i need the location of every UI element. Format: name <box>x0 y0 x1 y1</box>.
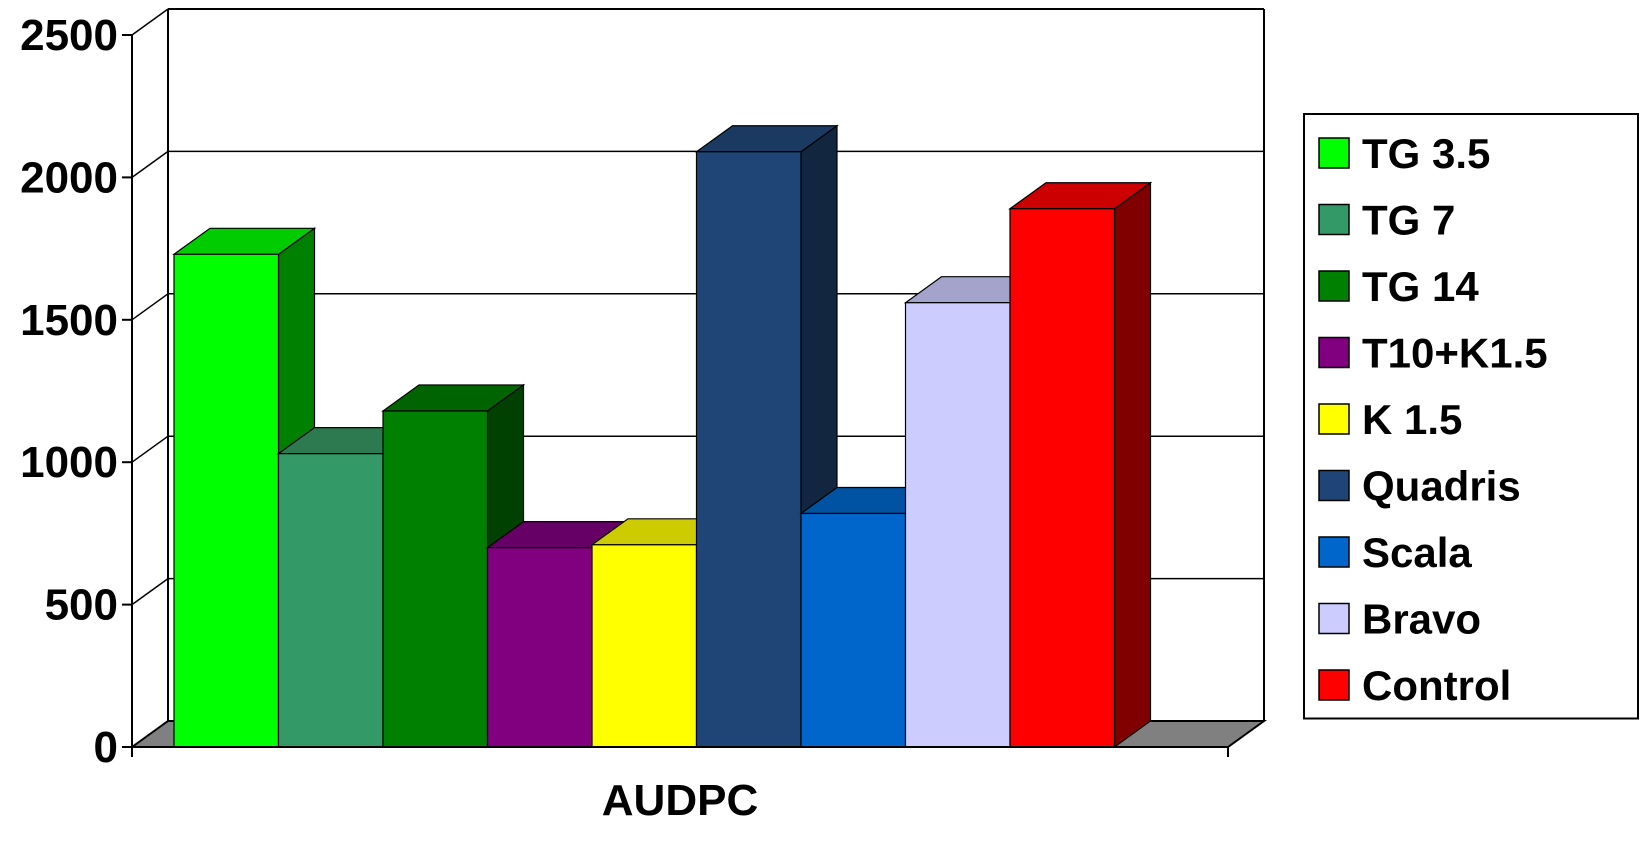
legend-item: Control <box>1318 662 1511 709</box>
y-tick-label: 2500 <box>20 11 118 60</box>
gridline-side <box>131 150 169 179</box>
legend-item: TG 14 <box>1318 263 1479 310</box>
bar <box>173 253 280 748</box>
y-tick-label: 0 <box>94 723 118 772</box>
legend-swatch <box>1318 469 1350 502</box>
legend-item: T10+K1.5 <box>1318 330 1548 377</box>
bar <box>591 544 698 748</box>
bar <box>695 151 802 748</box>
legend-swatch <box>1318 137 1350 169</box>
legend-label: TG 3.5 <box>1362 130 1490 177</box>
bar <box>486 547 593 748</box>
legend-swatch <box>1318 669 1350 701</box>
y-axis: 0 500 1000 1500 2000 2500 <box>20 11 133 772</box>
legend-item: TG 3.5 <box>1318 130 1490 177</box>
legend-item: K 1.5 <box>1318 396 1462 443</box>
bar <box>904 302 1011 748</box>
legend-label: Control <box>1362 662 1511 709</box>
legend-label: TG 7 <box>1362 197 1455 244</box>
legend-label: T10+K1.5 <box>1362 330 1548 377</box>
gridline-side <box>131 577 169 606</box>
legend-label: Quadris <box>1362 463 1521 510</box>
y-tick-label: 500 <box>45 581 118 630</box>
legend-label: TG 14 <box>1362 263 1479 310</box>
legend-swatch <box>1318 270 1350 302</box>
legend-item: Scala <box>1318 529 1472 576</box>
legend: TG 3.5 TG 7 TG 14 T10+K1.5 K 1.5 Quadris Scala… <box>1303 113 1639 720</box>
x-category-label: AUDPC <box>602 776 758 825</box>
bar <box>382 410 489 748</box>
y-tick-label: 1000 <box>20 438 118 487</box>
legend-swatch <box>1318 203 1350 236</box>
legend-item: TG 7 <box>1318 197 1455 244</box>
y-tick-label: 2000 <box>20 153 118 202</box>
legend-item: Bravo <box>1318 596 1481 643</box>
legend-box <box>1303 113 1639 720</box>
gridline-side <box>131 293 169 321</box>
legend-label: Scala <box>1362 529 1472 576</box>
legend-label: K 1.5 <box>1362 396 1462 443</box>
legend-swatch <box>1318 536 1350 568</box>
bar-side <box>1113 181 1152 749</box>
x-axis: AUDPC <box>131 746 1229 825</box>
legend-swatch <box>1318 602 1350 635</box>
bar <box>1009 208 1116 748</box>
gridline-side <box>131 8 169 36</box>
gridline-side <box>131 435 169 463</box>
legend-item: Quadris <box>1318 463 1521 510</box>
legend-swatch <box>1318 403 1350 435</box>
legend-label: Bravo <box>1362 596 1481 643</box>
bars <box>172 124 1153 749</box>
bar <box>277 453 384 748</box>
y-tick-label: 1500 <box>20 296 118 345</box>
bar <box>800 512 907 748</box>
bar-control <box>1008 181 1153 749</box>
legend-swatch <box>1318 336 1350 369</box>
